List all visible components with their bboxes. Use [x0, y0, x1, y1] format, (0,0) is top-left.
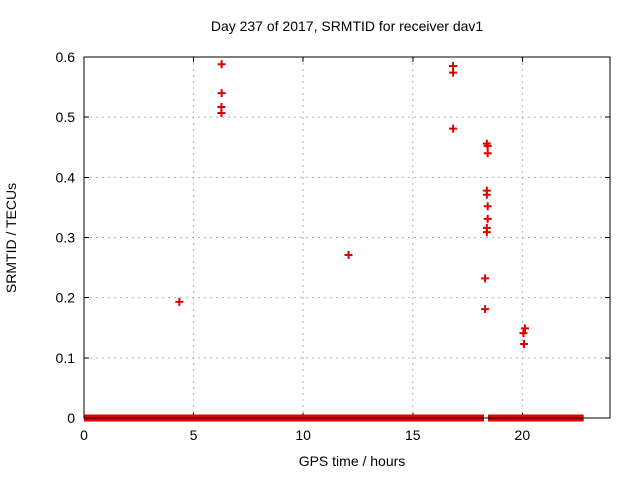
data-point-marker	[175, 297, 184, 306]
y-tick-label: 0.1	[56, 350, 76, 366]
data-point-marker	[520, 324, 529, 333]
x-tick-labels: 0 5 10 15 20	[80, 427, 530, 443]
data-points	[175, 60, 529, 348]
data-point-marker	[344, 250, 353, 259]
data-point-marker	[520, 339, 529, 348]
data-point-marker	[483, 149, 492, 158]
plot-border	[83, 56, 611, 419]
data-point-marker	[449, 68, 458, 77]
data-point-marker	[481, 305, 490, 314]
y-tick-label: 0.5	[56, 109, 76, 125]
chart-title: Day 237 of 2017, SRMTID for receiver dav…	[211, 18, 484, 34]
x-tick-label: 20	[515, 427, 531, 443]
y-tick-label: 0	[67, 410, 75, 426]
x-tick-label: 10	[295, 427, 311, 443]
y-tick-label: 0.2	[56, 290, 76, 306]
gridlines	[84, 57, 610, 418]
data-point-marker	[217, 60, 226, 69]
y-tick-labels: 0 0.1 0.2 0.3 0.4 0.5 0.6	[56, 49, 76, 426]
data-point-marker	[483, 214, 492, 223]
x-tick-label: 0	[80, 427, 88, 443]
data-point-marker	[449, 124, 458, 133]
y-tick-label: 0.4	[56, 169, 76, 185]
x-tick-label: 5	[190, 427, 198, 443]
data-point-marker	[481, 274, 490, 283]
data-point-marker	[519, 329, 528, 338]
data-point-marker	[217, 89, 226, 98]
x-tick-label: 15	[405, 427, 421, 443]
data-point-marker	[217, 108, 226, 117]
data-point-marker	[483, 202, 492, 211]
y-axis-label: SRMTID / TECUs	[3, 183, 19, 293]
y-tick-label: 0.6	[56, 49, 76, 65]
y-tick-label: 0.3	[56, 230, 76, 246]
data-point-marker	[482, 190, 491, 199]
x-axis-label: GPS time / hours	[299, 453, 406, 469]
data-point-marker	[483, 142, 492, 151]
data-point-marker	[482, 228, 491, 237]
